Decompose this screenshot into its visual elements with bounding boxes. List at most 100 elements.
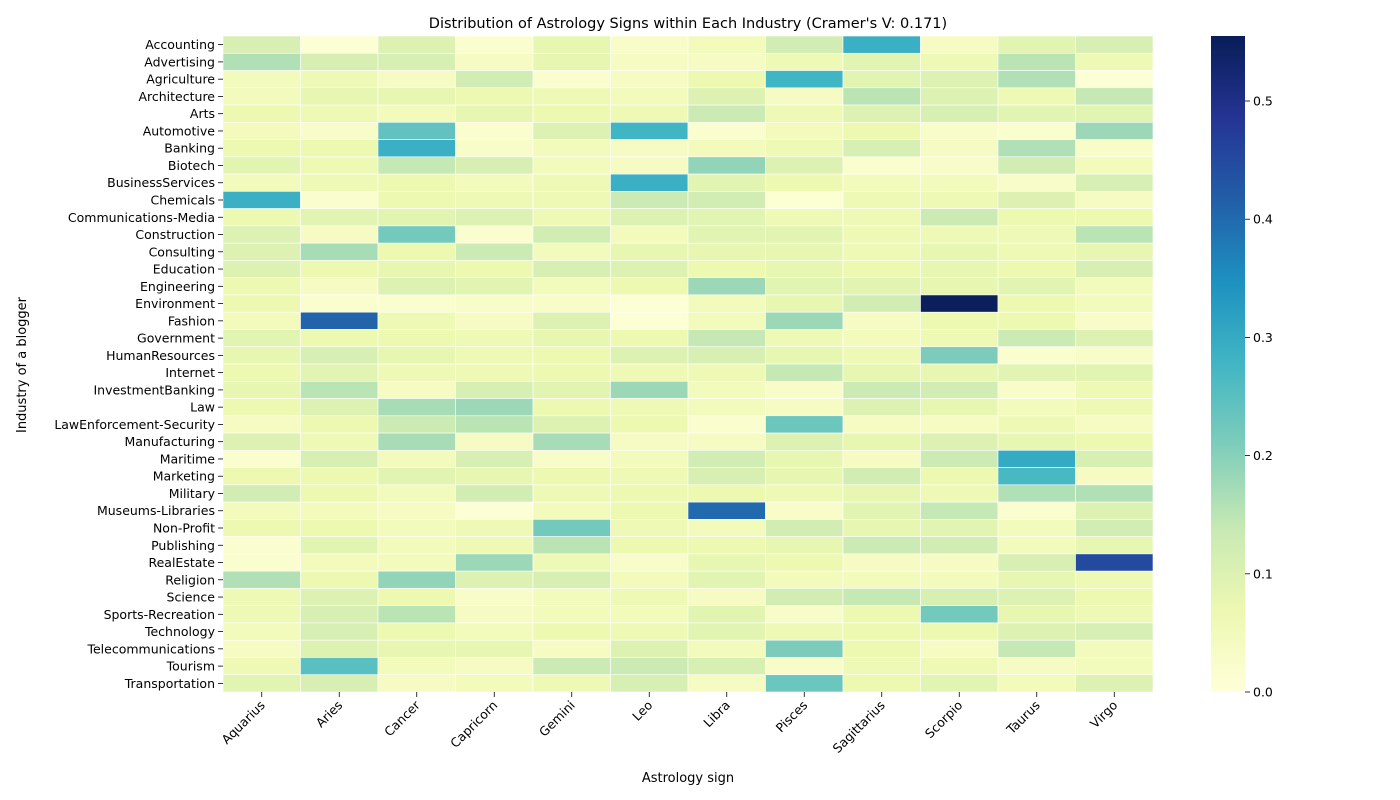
heatmap-cell <box>842 519 921 537</box>
heatmap-cell <box>765 536 844 555</box>
heatmap-cell <box>920 122 999 140</box>
heatmap-cell <box>222 484 301 503</box>
heatmap-cell <box>765 156 844 175</box>
heatmap-cell <box>532 225 611 244</box>
heatmap-cell <box>765 35 844 54</box>
heatmap-cell <box>377 139 456 158</box>
heatmap-cell <box>532 311 611 330</box>
y-tick-label: Environment <box>135 296 215 311</box>
heatmap-cell <box>765 139 844 158</box>
heatmap-cell <box>687 122 766 140</box>
y-tick-label: Education <box>153 262 215 277</box>
heatmap-cell <box>222 311 301 330</box>
heatmap-cell <box>1075 260 1154 278</box>
heatmap-cell <box>455 639 534 658</box>
heatmap-cell <box>455 225 534 244</box>
heatmap-cell <box>300 139 379 158</box>
heatmap-cell <box>610 622 689 641</box>
heatmap-cell <box>997 432 1076 451</box>
heatmap-cell <box>610 242 689 261</box>
heatmap-cell <box>532 588 611 606</box>
heatmap-cell <box>920 87 999 106</box>
heatmap-cell <box>455 363 534 382</box>
heatmap-cell <box>920 657 999 676</box>
heatmap-cell <box>1075 380 1154 399</box>
heatmap-cell <box>222 588 301 606</box>
heatmap-cell <box>222 139 301 158</box>
heatmap-cell <box>300 156 379 175</box>
heatmap-cell <box>920 329 999 348</box>
heatmap-cell <box>997 191 1076 209</box>
heatmap-cell <box>610 35 689 54</box>
heatmap-cell <box>765 415 844 434</box>
heatmap-cell <box>222 450 301 468</box>
heatmap-cell <box>920 104 999 123</box>
heatmap-cell <box>377 104 456 123</box>
heatmap-cell <box>377 432 456 451</box>
heatmap-cell <box>687 139 766 158</box>
heatmap-cell <box>532 415 611 434</box>
heatmap-cell <box>920 208 999 227</box>
heatmap-cell <box>765 622 844 641</box>
y-tick-label: Telecommunications <box>86 641 215 656</box>
heatmap-cell <box>920 519 999 537</box>
heatmap-cell <box>997 52 1076 71</box>
heatmap-cell <box>1075 639 1154 658</box>
heatmap-cell <box>610 519 689 537</box>
heatmap-cell <box>532 277 611 296</box>
heatmap-cell <box>920 156 999 175</box>
heatmap-cell <box>997 467 1076 486</box>
heatmap-cell <box>1075 415 1154 434</box>
heatmap-cell <box>687 553 766 572</box>
heatmap-cell <box>610 70 689 89</box>
heatmap-cell <box>842 225 921 244</box>
heatmap-cell <box>300 242 379 261</box>
heatmap-cell <box>532 622 611 641</box>
y-tick-label: Tourism <box>166 659 215 674</box>
x-tick-label: Scorpio <box>922 698 966 742</box>
heatmap-cell <box>997 139 1076 158</box>
heatmap-cell <box>842 398 921 417</box>
heatmap-cell <box>222 622 301 641</box>
heatmap-cell <box>610 329 689 348</box>
heatmap-cell <box>222 156 301 175</box>
heatmap-cell <box>377 484 456 503</box>
heatmap-cell <box>687 208 766 227</box>
heatmap-cell <box>920 70 999 89</box>
heatmap-cell <box>842 35 921 54</box>
heatmap-cell <box>765 553 844 572</box>
heatmap-cell <box>765 242 844 261</box>
heatmap-cell <box>920 311 999 330</box>
heatmap-cell <box>1075 450 1154 468</box>
heatmap-cell <box>377 277 456 296</box>
heatmap-cell <box>377 657 456 676</box>
heatmap-cell <box>997 501 1076 520</box>
heatmap-cell <box>842 294 921 313</box>
heatmap-cell <box>920 52 999 71</box>
heatmap-cell <box>842 87 921 106</box>
x-tick-label: Libra <box>700 698 733 731</box>
y-tick-label: Biotech <box>168 158 215 173</box>
heatmap-cell <box>687 639 766 658</box>
heatmap-cell <box>610 398 689 417</box>
heatmap-cell <box>300 639 379 658</box>
heatmap-cell <box>997 450 1076 468</box>
heatmap-cell <box>842 260 921 278</box>
y-tick-label: Transportation <box>124 676 215 691</box>
heatmap-cell <box>997 674 1076 693</box>
heatmap-cell <box>532 122 611 140</box>
heatmap-cell <box>222 208 301 227</box>
heatmap-cell <box>455 553 534 572</box>
heatmap-cell <box>610 225 689 244</box>
heatmap-cell <box>300 501 379 520</box>
heatmap-cell <box>300 674 379 693</box>
y-axis-ticks: Accounting Advertising Agriculture Architec… <box>54 37 223 691</box>
heatmap-cell <box>455 398 534 417</box>
heatmap-cell <box>532 363 611 382</box>
heatmap-cell <box>300 398 379 417</box>
heatmap-cell <box>610 467 689 486</box>
heatmap-cell <box>222 432 301 451</box>
heatmap-cell <box>222 519 301 537</box>
heatmap-cell <box>765 657 844 676</box>
heatmap-cell <box>300 52 379 71</box>
